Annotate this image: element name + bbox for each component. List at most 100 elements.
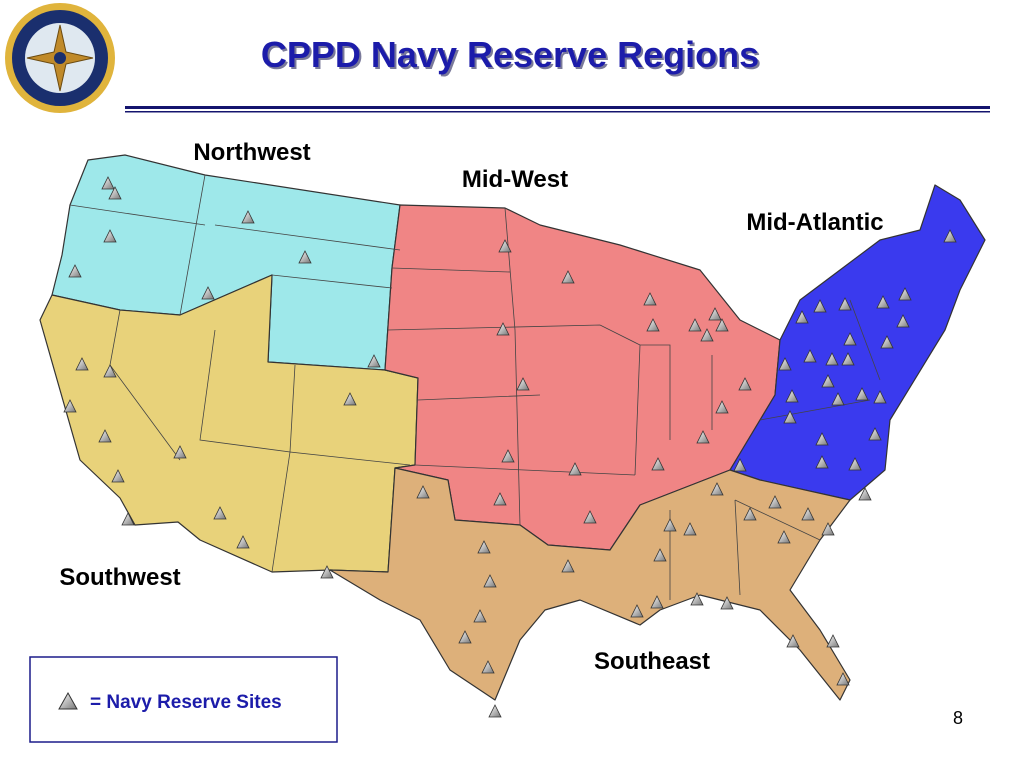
legend-box (29, 656, 338, 743)
site-marker (477, 540, 491, 554)
site-marker (108, 186, 122, 200)
title: CPPD Navy Reserve Regions (261, 34, 759, 75)
site-marker (825, 352, 839, 366)
site-marker (416, 485, 430, 499)
rule (125, 111, 990, 113)
site-marker (896, 314, 910, 328)
region-label: Northwest (193, 139, 310, 166)
site-marker (831, 392, 845, 406)
site-marker (298, 250, 312, 264)
region-label: Mid-Atlantic (746, 209, 883, 236)
site-marker (663, 518, 677, 532)
site-marker (785, 389, 799, 403)
site-marker (75, 357, 89, 371)
site-marker (858, 487, 872, 501)
site-marker (68, 264, 82, 278)
site-marker (101, 176, 115, 190)
region-label: Mid-West (462, 166, 568, 193)
site-marker (710, 482, 724, 496)
site-marker (943, 229, 957, 243)
site-marker (236, 535, 250, 549)
site-marker (561, 559, 575, 573)
site-marker (630, 604, 644, 618)
site-marker (700, 328, 714, 342)
legend-symbol (58, 691, 78, 710)
page-number: 8 (953, 708, 963, 728)
site-marker (876, 295, 890, 309)
site-marker (241, 210, 255, 224)
site-marker (715, 400, 729, 414)
site-marker (821, 374, 835, 388)
site-marker (821, 522, 835, 536)
site-marker (516, 377, 530, 391)
site-marker (855, 387, 869, 401)
site-marker (715, 318, 729, 332)
site-marker (733, 458, 747, 472)
rule (125, 106, 990, 109)
site-marker (838, 297, 852, 311)
site-marker (815, 432, 829, 446)
site-marker (481, 660, 495, 674)
site-marker (873, 390, 887, 404)
site-marker (568, 462, 582, 476)
site-marker (720, 596, 734, 610)
site-marker (483, 574, 497, 588)
site-marker (778, 357, 792, 371)
site-marker (795, 310, 809, 324)
legend-label: = Navy Reserve Sites (90, 692, 282, 713)
site-marker (826, 634, 840, 648)
site-marker (696, 430, 710, 444)
site-marker (841, 352, 855, 366)
site-marker (683, 522, 697, 536)
site-marker (473, 609, 487, 623)
site-marker (501, 449, 515, 463)
site-marker (688, 318, 702, 332)
site-marker (103, 229, 117, 243)
site-marker (367, 354, 381, 368)
site-marker (646, 318, 660, 332)
site-marker (813, 299, 827, 313)
logo (5, 3, 115, 113)
site-marker (803, 349, 817, 363)
site-marker (103, 364, 117, 378)
site-marker (201, 286, 215, 300)
site-marker (848, 457, 862, 471)
site-marker (320, 565, 334, 579)
site-marker (651, 457, 665, 471)
site-marker (111, 469, 125, 483)
site-marker (488, 704, 502, 718)
map (39, 154, 986, 701)
site-marker (708, 307, 722, 321)
site-marker (63, 399, 77, 413)
region-label: Southeast (594, 648, 710, 675)
site-marker (815, 455, 829, 469)
site-marker (690, 592, 704, 606)
site-marker (493, 492, 507, 506)
site-marker (496, 322, 510, 336)
sites (63, 176, 957, 718)
site-marker (738, 377, 752, 391)
site-marker (868, 427, 882, 441)
site-marker (173, 445, 187, 459)
site-marker (650, 595, 664, 609)
site-marker (561, 270, 575, 284)
site-marker (498, 239, 512, 253)
site-marker (783, 410, 797, 424)
site-marker (458, 630, 472, 644)
site-marker (786, 634, 800, 648)
site-marker (768, 495, 782, 509)
site-marker (343, 392, 357, 406)
site-marker (801, 507, 815, 521)
site-marker (743, 507, 757, 521)
site-marker (583, 510, 597, 524)
site-marker (121, 512, 135, 526)
site-marker (898, 287, 912, 301)
site-marker (836, 672, 850, 686)
region-label: Southwest (59, 564, 180, 591)
site-marker (777, 530, 791, 544)
site-marker (98, 429, 112, 443)
site-marker (213, 506, 227, 520)
site-marker (643, 292, 657, 306)
